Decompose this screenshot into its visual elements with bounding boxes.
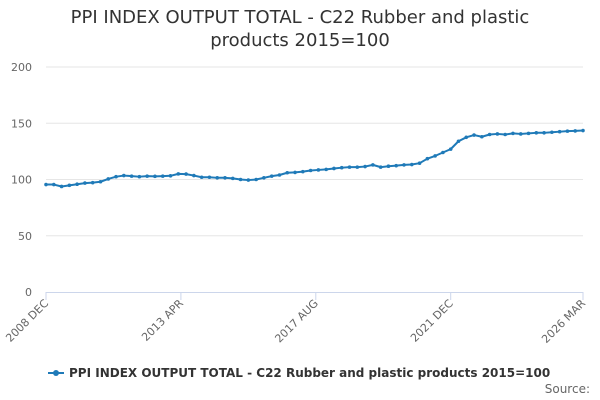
- series-point: [371, 163, 375, 167]
- series-point: [347, 165, 352, 169]
- series-point: [487, 132, 492, 137]
- series-point: [98, 179, 103, 184]
- series-point: [495, 132, 500, 136]
- series-group: [44, 128, 585, 189]
- y-tick-label: 0: [25, 286, 32, 299]
- x-axis-ticks: [45, 292, 584, 300]
- series-point: [534, 131, 539, 135]
- series-point: [464, 135, 469, 140]
- legend-dot: [53, 370, 59, 376]
- series-point: [67, 183, 72, 188]
- series-point: [223, 176, 227, 180]
- legend-label: PPI INDEX OUTPUT TOTAL - C22 Rubber and …: [69, 366, 551, 380]
- series-point: [425, 156, 430, 161]
- series-point: [293, 170, 297, 175]
- series-point: [363, 164, 367, 169]
- series-point: [51, 182, 56, 187]
- series-point: [581, 128, 585, 133]
- series-point: [246, 178, 251, 182]
- series-point: [448, 147, 453, 151]
- series-point: [557, 129, 562, 134]
- series-point: [160, 174, 165, 178]
- series-point: [542, 131, 546, 135]
- chart-title-line-1: PPI INDEX OUTPUT TOTAL - C22 Rubber and …: [70, 7, 530, 28]
- series-point: [168, 173, 173, 178]
- series-point: [316, 168, 321, 172]
- series-point: [75, 182, 79, 187]
- series-point: [207, 175, 212, 180]
- series-point: [386, 164, 391, 169]
- series-point: [269, 174, 274, 178]
- series-point: [137, 174, 142, 179]
- series-point: [518, 132, 523, 136]
- chart-title: PPI INDEX OUTPUT TOTAL - C22 Rubber and …: [0, 6, 600, 52]
- x-tick-label: 2026 MAR: [539, 297, 588, 346]
- series-point: [285, 170, 290, 175]
- series-point: [308, 168, 313, 173]
- series-point: [153, 174, 157, 179]
- gridlines: [46, 66, 583, 237]
- x-tick-label: 2021 DEC: [408, 297, 456, 345]
- series-point: [409, 162, 414, 167]
- series-point: [378, 165, 383, 169]
- legend-swatch-icon: [48, 368, 64, 378]
- x-tick-label: 2017 AUG: [272, 297, 321, 346]
- legend-item[interactable]: PPI INDEX OUTPUT TOTAL - C22 Rubber and …: [48, 366, 550, 380]
- series-point: [106, 177, 111, 181]
- y-axis-tick-labels: 0 50 100 150 200: [11, 61, 32, 299]
- y-tick-label: 100: [11, 174, 32, 187]
- series-point: [565, 129, 570, 133]
- series-point: [324, 167, 328, 172]
- series-line: [46, 129, 584, 188]
- series-point: [129, 174, 134, 178]
- series-point: [215, 176, 220, 180]
- series-point: [456, 139, 461, 144]
- series-point: [301, 169, 305, 174]
- series-point: [526, 131, 531, 136]
- series-point: [184, 172, 188, 176]
- series-point: [332, 166, 336, 171]
- series-point: [230, 176, 235, 181]
- series-point: [472, 133, 476, 137]
- series-point: [44, 182, 48, 187]
- y-tick-label: 200: [11, 61, 32, 74]
- series-point: [402, 163, 406, 167]
- x-axis-tick-labels: 2008 DEC 2013 APR 2017 AUG 2021 DEC 2026 MAR: [3, 297, 588, 346]
- series-point: [262, 176, 266, 180]
- source-label: Source:: [544, 382, 590, 396]
- series-point: [83, 181, 87, 185]
- x-tick-label: 2008 DEC: [3, 297, 51, 345]
- series-point: [192, 173, 196, 178]
- series-point: [145, 174, 149, 178]
- series-point: [355, 165, 360, 169]
- series-point: [394, 163, 399, 168]
- series-point: [114, 174, 118, 179]
- series-point: [254, 177, 258, 182]
- series-point: [441, 150, 445, 155]
- series-point: [176, 172, 181, 176]
- y-tick-label: 50: [18, 230, 32, 243]
- series-point: [59, 184, 64, 189]
- series-point: [339, 165, 344, 170]
- series-point: [277, 173, 282, 177]
- series-point: [122, 173, 126, 178]
- x-tick-label: 2013 APR: [139, 297, 186, 344]
- chart-title-line-2: products 2015=100: [210, 30, 390, 51]
- series-point: [573, 129, 578, 133]
- series-point: [199, 175, 204, 180]
- series-point: [433, 154, 437, 158]
- series-point: [511, 131, 515, 136]
- series-point: [417, 161, 422, 165]
- series-point: [90, 180, 95, 185]
- y-tick-label: 150: [11, 117, 32, 130]
- series-point: [550, 130, 554, 135]
- series-point: [480, 134, 484, 139]
- series-point: [503, 132, 507, 137]
- series-point: [238, 177, 243, 182]
